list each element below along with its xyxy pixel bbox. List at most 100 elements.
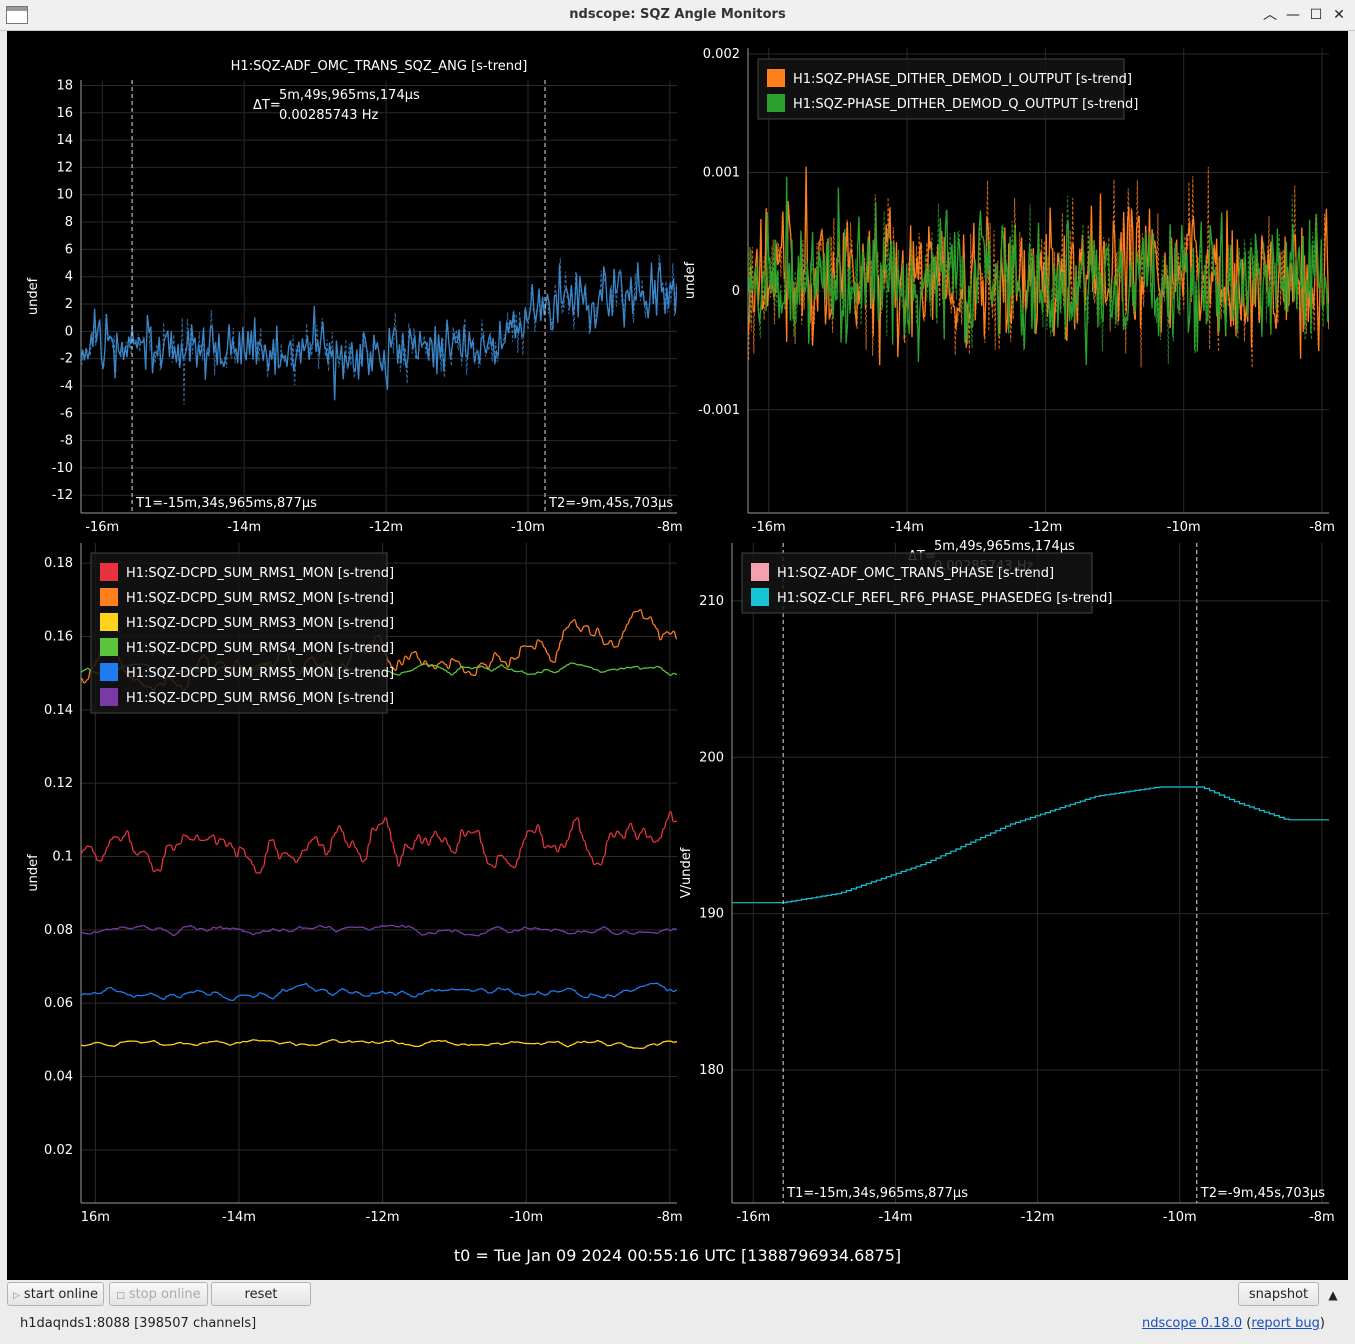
version-info: ndscope 0.18.0 (report bug) bbox=[1142, 1316, 1325, 1331]
start-online-button[interactable]: ▷ start online bbox=[7, 1282, 104, 1306]
triangle-up-icon[interactable]: ▲ bbox=[1328, 1288, 1338, 1302]
snapshot-button[interactable]: snapshot bbox=[1238, 1282, 1319, 1306]
version-link[interactable]: ndscope 0.18.0 bbox=[1142, 1316, 1243, 1331]
x-tick-label: -8m bbox=[657, 1210, 683, 1225]
series-line-3 bbox=[81, 1039, 677, 1050]
legend-box bbox=[90, 552, 388, 714]
legend-swatch bbox=[100, 563, 118, 581]
x-tick-label: -12m bbox=[1028, 520, 1062, 535]
y-tick-label: 0 bbox=[732, 284, 740, 299]
legend-label: H1:SQZ-DCPD_SUM_RMS2_MON [s-trend] bbox=[126, 591, 394, 606]
window-title: ndscope: SQZ Angle Monitors bbox=[569, 7, 786, 22]
legend-swatch bbox=[100, 638, 118, 656]
stop-icon: □ bbox=[116, 1291, 125, 1301]
y-tick-label: -4 bbox=[60, 379, 73, 394]
y-tick-label: -2 bbox=[60, 352, 73, 367]
y-tick-label: 0.12 bbox=[44, 776, 73, 791]
legend: H1:SQZ-PHASE_DITHER_DEMOD_I_OUTPUT [s-tr… bbox=[757, 58, 1138, 120]
x-tick-label: -16m bbox=[85, 520, 119, 535]
delta-t-label: ΔT= bbox=[253, 98, 281, 113]
y-tick-label: 0.04 bbox=[44, 1070, 73, 1085]
minimize-icon[interactable]: — bbox=[1286, 7, 1300, 23]
server-status: h1daqnds1:8088 [398507 channels] bbox=[20, 1316, 257, 1331]
y-tick-label: 16 bbox=[56, 106, 73, 121]
x-tick-label: -10m bbox=[509, 1210, 543, 1225]
delta-t-value: 5m,49s,965ms,174µs bbox=[934, 539, 1075, 554]
cursor-t2-label: T2=-9m,45s,703µs bbox=[548, 496, 673, 511]
y-axis-label: V/undef bbox=[679, 847, 694, 898]
y-tick-label: 0.002 bbox=[703, 47, 740, 62]
y-axis-label: undef bbox=[683, 261, 698, 299]
plot-grid[interactable]: -16m -14m -12m -10m -8m 18 16 14 12 10 8 6 4 2 0 -2 -4 -6… bbox=[7, 31, 1348, 1280]
y-tick-label: 14 bbox=[56, 133, 73, 148]
y-tick-label: -10 bbox=[52, 461, 73, 476]
y-tick-label: 0.18 bbox=[44, 556, 73, 571]
y-tick-label: 190 bbox=[699, 907, 724, 922]
stop-online-button[interactable]: □ stop online bbox=[109, 1282, 208, 1306]
y-tick-label: -6 bbox=[60, 406, 73, 421]
legend-swatch bbox=[751, 563, 769, 581]
reset-button[interactable]: reset bbox=[211, 1282, 311, 1306]
legend-label: H1:SQZ-DCPD_SUM_RMS6_MON [s-trend] bbox=[126, 691, 394, 706]
x-tick-label: -16m bbox=[752, 520, 786, 535]
y-tick-label: 2 bbox=[65, 297, 73, 312]
y-tick-label: -12 bbox=[52, 488, 73, 503]
series-line-2 bbox=[748, 176, 1329, 366]
series-line-2 bbox=[732, 786, 1329, 904]
app-icon bbox=[6, 6, 28, 24]
scope-area: -16m -14m -12m -10m -8m 18 16 14 12 10 8 6 4 2 0 -2 -4 -6… bbox=[7, 31, 1348, 1280]
cursor-t1-label: T1=-15m,34s,965ms,877µs bbox=[135, 496, 317, 511]
y-tick-label: 6 bbox=[65, 242, 73, 257]
legend-label: H1:SQZ-CLF_REFL_RF6_PHASE_PHASEDEG [s-tr… bbox=[777, 591, 1112, 606]
plot-1: -16m -14m -12m -10m -8m 18 16 14 12 10 8 6 4 2 0 -2 -4 -6… bbox=[26, 59, 683, 535]
y-axis-label: undef bbox=[26, 854, 41, 892]
series-line-1 bbox=[81, 262, 677, 401]
maximize-icon[interactable]: ☐ bbox=[1309, 7, 1323, 23]
y-tick-label: 200 bbox=[699, 750, 724, 765]
x-tick-label: -16m bbox=[736, 1210, 770, 1225]
x-tick-label: -14m bbox=[222, 1210, 256, 1225]
close-icon[interactable]: ✕ bbox=[1333, 7, 1345, 23]
x-tick-label: -10m bbox=[511, 520, 545, 535]
plot-4: -16m -14m -12m -10m -8m 210 200 190 180 V/undef T1… bbox=[679, 539, 1335, 1225]
series-group bbox=[748, 166, 1329, 369]
legend-swatch bbox=[751, 588, 769, 606]
x-tick-label: -14m bbox=[890, 520, 924, 535]
x-tick-label: -14m bbox=[227, 520, 261, 535]
y-tick-label: 0 bbox=[65, 324, 73, 339]
t0-label: t0 = Tue Jan 09 2024 00:55:16 UTC [13887… bbox=[453, 1246, 902, 1265]
window-titlebar: ndscope: SQZ Angle Monitors ︿ — ☐ ✕ bbox=[0, 0, 1355, 31]
series-group bbox=[81, 254, 677, 405]
legend-swatch bbox=[100, 588, 118, 606]
y-tick-label: 18 bbox=[56, 78, 73, 93]
chevron-up-icon[interactable]: ︿ bbox=[1263, 7, 1277, 23]
legend-box bbox=[757, 58, 1125, 120]
play-icon: ▷ bbox=[13, 1291, 20, 1301]
series-line-5 bbox=[81, 982, 677, 1001]
y-tick-label: 0.14 bbox=[44, 703, 73, 718]
y-tick-label: 0.16 bbox=[44, 630, 73, 645]
x-tick-label: -12m bbox=[1021, 1210, 1055, 1225]
series-group bbox=[732, 786, 1329, 904]
legend-swatch bbox=[100, 688, 118, 706]
legend-label: H1:SQZ-DCPD_SUM_RMS1_MON [s-trend] bbox=[126, 566, 394, 581]
report-bug-link[interactable]: report bug bbox=[1251, 1316, 1320, 1331]
start-online-label: start online bbox=[23, 1287, 98, 1302]
cursor-t2-label: T2=-9m,45s,703µs bbox=[1200, 1186, 1325, 1201]
x-tick-label: -8m bbox=[1309, 1210, 1335, 1225]
x-tick-label: -14m bbox=[879, 1210, 913, 1225]
x-tick-label: -8m bbox=[1309, 520, 1335, 535]
legend-label: H1:SQZ-ADF_OMC_TRANS_PHASE [s-trend] bbox=[777, 566, 1054, 581]
x-tick-label: -10m bbox=[1163, 1210, 1197, 1225]
y-tick-label: 0.001 bbox=[703, 166, 740, 181]
plot-title: H1:SQZ-ADF_OMC_TRANS_SQZ_ANG [s-trend] bbox=[231, 59, 528, 74]
y-tick-label: 180 bbox=[699, 1063, 724, 1078]
legend-swatch bbox=[767, 94, 785, 112]
legend-swatch bbox=[100, 663, 118, 681]
y-tick-label: -0.001 bbox=[698, 403, 740, 418]
legend: H1:SQZ-DCPD_SUM_RMS1_MON [s-trend] H1:SQZ… bbox=[90, 552, 394, 714]
legend-label: H1:SQZ-DCPD_SUM_RMS4_MON [s-trend] bbox=[126, 641, 394, 656]
legend-label: H1:SQZ-DCPD_SUM_RMS5_MON [s-trend] bbox=[126, 666, 394, 681]
series-line-6 bbox=[81, 924, 677, 937]
y-tick-label: 0.1 bbox=[52, 850, 73, 865]
